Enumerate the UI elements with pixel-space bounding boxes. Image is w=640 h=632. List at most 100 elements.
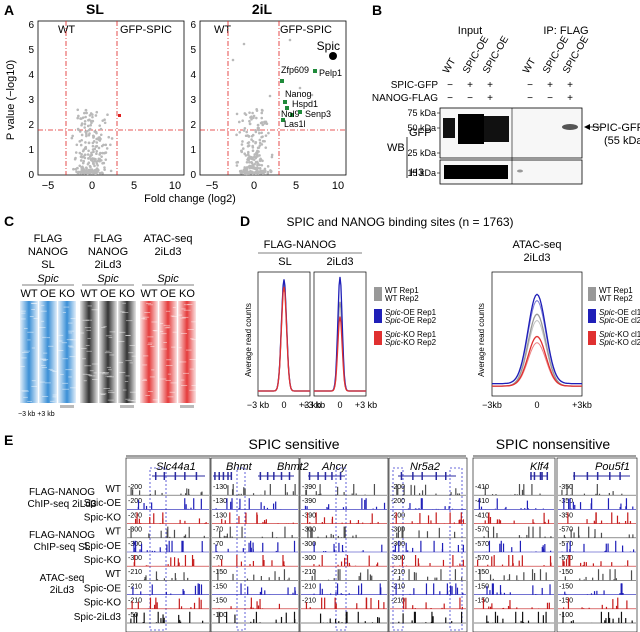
- heatmap-header-1: FLAG: [34, 233, 63, 245]
- volcano-point: [71, 134, 74, 138]
- volcano-point: [84, 147, 88, 150]
- volcano-point: [77, 128, 80, 132]
- volcano-point: [105, 147, 109, 150]
- heatmap-streak: [106, 366, 112, 368]
- track-signal: [504, 508, 506, 510]
- volcano-point: [241, 119, 244, 123]
- track-row-label-last: Spic-2iLd3: [74, 612, 122, 623]
- track-signal: [205, 522, 207, 524]
- track-signal: [287, 579, 289, 581]
- volcano-point: [251, 149, 255, 153]
- label-zfp609: Zfp609: [281, 65, 309, 75]
- track-signal: [326, 506, 328, 510]
- track-scale: -210: [302, 583, 316, 590]
- track-signal: [580, 562, 582, 567]
- heatmap-streak: [125, 335, 131, 336]
- track-signal: [598, 493, 601, 496]
- gene-exon: [586, 472, 589, 480]
- volcano-sl-wt-label: WT: [58, 24, 75, 36]
- heatmap-streak: [87, 374, 92, 376]
- track-signal: [381, 544, 383, 552]
- volcano-point: [95, 137, 98, 141]
- track-signal: [315, 491, 317, 496]
- track-signal: [378, 617, 380, 623]
- track-signal: [451, 586, 453, 595]
- track-signal: [487, 564, 489, 567]
- heatmap-streak: [105, 350, 110, 352]
- track-signal: [383, 602, 385, 609]
- profile-sl-label: SL: [278, 256, 291, 268]
- label-nanog: Nanog: [285, 89, 312, 99]
- volcano-point: [244, 134, 248, 138]
- track-signal: [262, 521, 264, 524]
- heatmap-streak: [70, 339, 77, 341]
- lane-4: WT: [521, 57, 538, 76]
- volcano-point: [263, 167, 267, 171]
- track-signal: [614, 569, 616, 581]
- track-signal: [579, 578, 581, 581]
- track-signal: [619, 593, 621, 595]
- track-signal: [583, 493, 586, 496]
- heatmap-streak: [107, 392, 115, 394]
- track-signal: [569, 498, 571, 510]
- track-signal: [321, 588, 323, 595]
- track-scale: -200: [128, 484, 142, 491]
- track-signal: [340, 561, 343, 567]
- wb-gfp-label: GFP: [409, 127, 432, 139]
- track-signal: [153, 513, 155, 524]
- track-signal: [319, 484, 321, 496]
- volcano-point: [84, 166, 88, 169]
- track-row-label: Spic-KO: [84, 512, 121, 523]
- track-signal: [227, 485, 229, 496]
- volcano-point: [93, 172, 97, 175]
- heatmap-col-label: WT: [140, 288, 157, 300]
- volcano-point: [231, 58, 235, 62]
- volcano-point: [84, 115, 87, 119]
- track-signal: [145, 505, 148, 510]
- track-highlight-box: [392, 467, 404, 631]
- track-scale: -100: [559, 612, 573, 619]
- track-signal: [445, 617, 447, 623]
- volcano-point: [253, 166, 257, 170]
- track-signal: [565, 559, 568, 567]
- volcano-point: [243, 112, 247, 115]
- track-signal: [217, 569, 219, 581]
- track-signal: [358, 576, 360, 581]
- profile-ylabel-1: Average read counts: [244, 303, 253, 377]
- track-signal: [169, 536, 171, 538]
- volcano-point: [246, 152, 250, 156]
- track-signal: [607, 612, 610, 623]
- heatmap-streak: [143, 378, 147, 380]
- panel-label-b: B: [372, 2, 382, 18]
- track-signal: [396, 484, 398, 496]
- band-ip-gfp: [562, 124, 578, 130]
- track-signal: [450, 585, 452, 595]
- heatmap-streak: [52, 396, 57, 398]
- track-signal: [616, 515, 619, 524]
- track-signal: [193, 602, 196, 609]
- heatmap-streak: [89, 375, 96, 377]
- heatmap-streak: [69, 356, 76, 358]
- heatmap-streak: [189, 359, 197, 360]
- heatmap-streak: [108, 337, 113, 338]
- gene-exon: [273, 472, 275, 480]
- wb-arrow-sub: (55 kDa): [604, 135, 640, 147]
- track-signal: [178, 562, 180, 567]
- volcano-point: [257, 131, 261, 135]
- track-signal: [544, 536, 546, 538]
- legend-entry: WT Rep1: [599, 286, 633, 295]
- profile-atac-label: ATAC-seq: [512, 239, 561, 251]
- e-sensitive-title: SPIC sensitive: [248, 436, 339, 452]
- legend-entry: Spic-OE cl2: [599, 316, 640, 325]
- track-signal: [132, 489, 134, 496]
- volcano-point: [247, 156, 251, 160]
- track-signal: [489, 574, 492, 581]
- point-senp3: [298, 110, 302, 114]
- track-row-label: Spic-KO: [84, 598, 121, 609]
- volcano-yticks: 0 1 2 3 4 5 6 0 1 2 3 4 5 6: [28, 20, 196, 181]
- track-signal: [321, 555, 323, 567]
- gene-exon: [445, 472, 447, 480]
- track-signal: [198, 597, 200, 609]
- track-scale: -210: [302, 598, 316, 605]
- track-signal: [624, 565, 626, 567]
